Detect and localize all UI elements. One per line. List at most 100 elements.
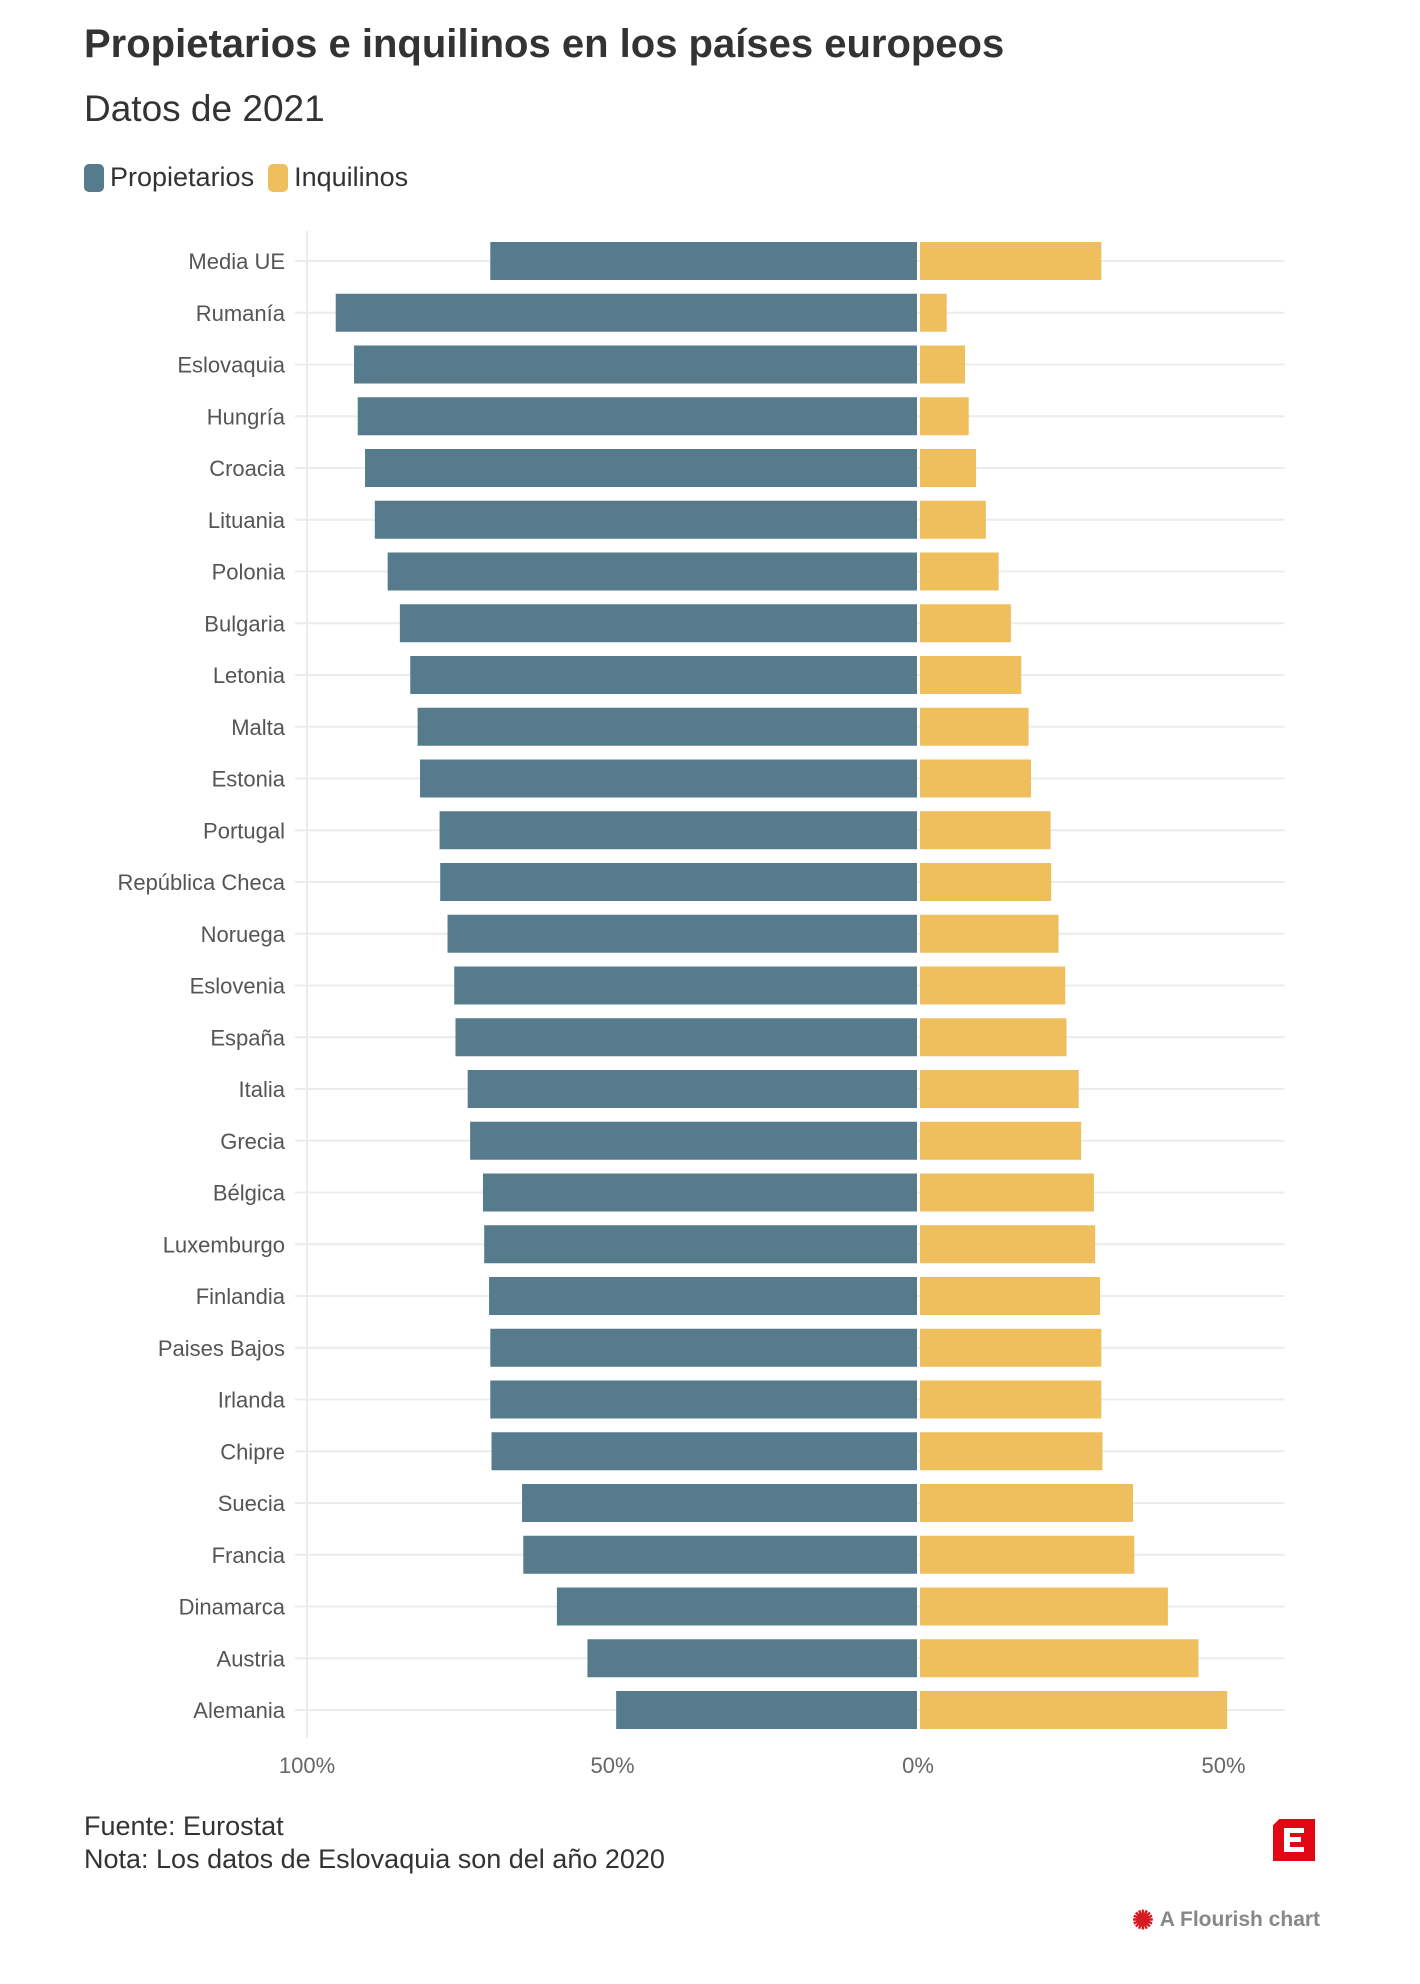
bar-inquilinos [920,707,1029,746]
bar-chart: Media UE Rumanía Eslovaquia Hungría Croacia L… [117,231,1285,1778]
bar-inquilinos [920,811,1051,850]
category-label: Eslovaquia [177,353,285,378]
bar-propietarios [447,914,917,953]
category-label: Luxemburgo [163,1232,285,1257]
category-label: Letonia [213,663,286,688]
bar-inquilinos [920,1484,1134,1522]
flourish-burst-icon: ✺ [1132,1905,1154,1935]
category-label: Finlandia [196,1284,286,1309]
bar-inquilinos [920,1432,1103,1471]
bar-inquilinos [920,656,1022,694]
footer: Fuente: Eurostat Nota: Los datos de Eslo… [84,1810,665,1876]
bar-propietarios [335,293,917,332]
bar-inquilinos [920,914,1059,953]
bar-inquilinos [920,966,1066,1005]
legend-swatch-inquilinos [268,163,289,192]
category-label: República Checa [117,870,285,895]
bar-inquilinos [920,759,1032,798]
chart-title: Propietarios e inquilinos en los países … [84,22,1005,66]
bar-inquilinos [920,1225,1096,1264]
publisher-logo [1273,1819,1315,1861]
category-label: Polonia [212,560,286,585]
category-label: Rumanía [196,301,286,326]
bar-propietarios [556,1587,917,1626]
category-label: Hungría [207,404,286,429]
bar-propietarios [454,966,917,1005]
category-label: Italia [239,1077,286,1102]
bar-inquilinos [920,397,969,436]
bar-propietarios [482,1173,917,1212]
bar-inquilinos [920,1587,1168,1626]
bar-inquilinos [920,293,947,332]
category-label: Estonia [212,767,286,792]
category-label: Grecia [220,1129,286,1154]
category-label: Dinamarca [179,1595,286,1620]
bar-propietarios [440,863,917,901]
category-label: Portugal [203,818,285,843]
bar-propietarios [490,242,917,280]
category-label: Eslovenia [190,974,286,999]
bar-inquilinos [920,1018,1067,1057]
category-label: Suecia [218,1491,286,1516]
bar-inquilinos [920,1691,1228,1729]
category-label: Croacia [209,456,286,481]
category-label: España [210,1025,285,1050]
bar-propietarios [455,1018,917,1057]
x-tick-label: 0% [902,1753,934,1778]
bar-propietarios [357,397,917,436]
bar-inquilinos [920,449,977,487]
bar-propietarios [490,1328,917,1367]
category-label: Media UE [188,249,285,274]
bar-inquilinos [920,1070,1079,1108]
legend-label: Inquilinos [294,162,409,192]
category-label: Chipre [220,1439,285,1464]
x-tick-label: 50% [590,1753,634,1778]
bar-inquilinos [920,500,986,539]
bar-inquilinos [920,604,1011,643]
category-label: Francia [212,1543,286,1568]
x-tick-label: 50% [1201,1753,1245,1778]
bar-propietarios [470,1121,917,1160]
category-label: Lituania [208,508,286,533]
flourish-credit-label: A Flourish chart [1159,1908,1321,1931]
bar-propietarios [387,552,918,591]
bar-propietarios [491,1432,917,1471]
category-label: Bélgica [213,1181,286,1206]
bar-propietarios [439,811,917,850]
bar-propietarios [365,449,917,487]
bar-inquilinos [920,1380,1102,1419]
bar-propietarios [374,500,917,539]
bar-propietarios [467,1070,917,1108]
source-text: Fuente: Eurostat [84,1811,284,1841]
category-label: Bulgaria [204,611,285,636]
bar-propietarios [484,1225,917,1264]
bar-propietarios [410,656,917,694]
category-label: Alemania [193,1698,285,1723]
flourish-credit[interactable]: ✺ A Flourish chart [1132,1905,1321,1935]
bar-inquilinos [920,242,1102,280]
category-label: Irlanda [218,1388,286,1413]
legend: Propietarios Inquilinos [84,162,408,193]
bar-inquilinos [920,345,966,384]
legend-item-inquilinos[interactable]: Inquilinos [268,162,408,193]
legend-item-propietarios[interactable]: Propietarios [84,162,254,193]
bar-inquilinos [920,1277,1101,1315]
bar-inquilinos [920,1121,1082,1160]
bar-propietarios [399,604,917,643]
bar-propietarios [354,345,917,384]
legend-label: Propietarios [110,162,255,192]
bar-propietarios [616,1691,917,1729]
bar-inquilinos [920,1173,1094,1212]
legend-swatch-propietarios [84,163,104,192]
bar-propietarios [420,759,917,798]
note-text: Nota: Los datos de Eslovaquia son del añ… [84,1844,665,1874]
bar-inquilinos [920,863,1052,901]
bar-propietarios [522,1484,917,1522]
x-tick-label: 100% [279,1753,335,1778]
bar-propietarios [489,1277,917,1315]
bar-propietarios [523,1535,917,1574]
category-label: Noruega [201,922,286,947]
bar-inquilinos [920,1328,1102,1367]
bar-inquilinos [920,1535,1135,1574]
bar-inquilinos [920,1639,1199,1678]
